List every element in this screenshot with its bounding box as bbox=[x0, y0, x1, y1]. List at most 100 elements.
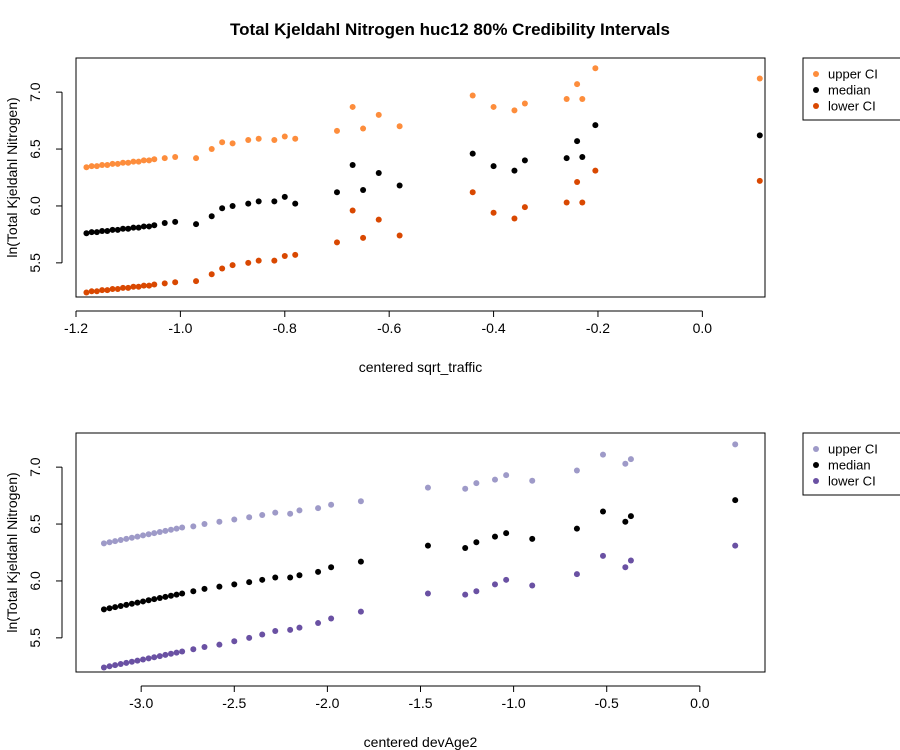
data-point bbox=[375, 216, 382, 223]
data-point bbox=[349, 207, 356, 214]
data-point bbox=[162, 527, 169, 534]
data-point bbox=[491, 476, 498, 483]
data-point bbox=[245, 136, 252, 143]
data-point bbox=[140, 157, 147, 164]
data-point bbox=[396, 123, 403, 130]
data-point bbox=[622, 460, 629, 467]
data-point bbox=[490, 103, 497, 110]
data-point bbox=[128, 600, 135, 607]
panel-devage: -3.0 -2.5 -2.0 -1.5 -1.0 -0.5 0.0 5.5 6.0 6.5 7.0 c… bbox=[4, 432, 900, 750]
data-point bbox=[255, 135, 262, 142]
data-point bbox=[396, 182, 403, 189]
data-point bbox=[360, 234, 367, 241]
data-point bbox=[100, 606, 107, 613]
data-point bbox=[112, 662, 119, 669]
data-point bbox=[574, 138, 581, 145]
chart-title: Total Kjeldahl Nitrogen huc12 80% Credib… bbox=[230, 20, 670, 39]
data-point bbox=[292, 135, 299, 142]
x-tick-label: -2.5 bbox=[222, 695, 246, 711]
data-point bbox=[135, 158, 142, 165]
data-point bbox=[424, 484, 431, 491]
legend-marker bbox=[813, 71, 819, 77]
data-point bbox=[259, 576, 266, 583]
data-point bbox=[167, 650, 174, 657]
data-point bbox=[469, 92, 476, 99]
data-point bbox=[145, 597, 152, 604]
y-tick-label: 6.0 bbox=[27, 196, 43, 216]
data-point bbox=[272, 509, 279, 516]
data-point bbox=[511, 215, 518, 222]
data-point bbox=[315, 505, 322, 512]
legend-marker bbox=[813, 87, 819, 93]
data-point bbox=[375, 111, 382, 118]
data-point bbox=[109, 286, 116, 293]
data-point bbox=[140, 532, 147, 539]
data-point bbox=[117, 602, 124, 609]
data-point bbox=[246, 579, 253, 586]
legend-marker bbox=[813, 478, 819, 484]
data-point bbox=[161, 280, 168, 287]
data-point bbox=[156, 653, 163, 660]
data-point bbox=[315, 620, 322, 627]
data-point bbox=[627, 456, 634, 463]
data-point bbox=[469, 189, 476, 196]
data-point bbox=[599, 552, 606, 559]
data-point bbox=[99, 287, 106, 294]
data-point bbox=[503, 472, 510, 479]
data-point bbox=[109, 226, 116, 233]
legend-marker bbox=[813, 103, 819, 109]
data-point bbox=[201, 585, 208, 592]
data-point bbox=[296, 624, 303, 631]
data-point bbox=[229, 262, 236, 269]
data-point bbox=[622, 564, 629, 571]
x-tick-label: -0.2 bbox=[586, 320, 610, 336]
data-point bbox=[109, 160, 116, 167]
series-median bbox=[83, 122, 763, 237]
data-point bbox=[208, 146, 215, 153]
data-point bbox=[99, 227, 106, 234]
x-tick-label: 0.0 bbox=[690, 695, 710, 711]
data-point bbox=[106, 605, 113, 612]
data-point bbox=[592, 65, 599, 72]
data-point bbox=[112, 538, 119, 545]
data-point bbox=[162, 593, 169, 600]
data-point bbox=[145, 531, 152, 538]
x-tick-label: -1.2 bbox=[64, 320, 88, 336]
data-point bbox=[255, 257, 262, 264]
data-point bbox=[627, 557, 634, 564]
data-point bbox=[573, 571, 580, 578]
data-point bbox=[190, 588, 197, 595]
y-tick-label: 6.5 bbox=[27, 514, 43, 534]
data-point bbox=[573, 525, 580, 532]
x-tick-label: -2.0 bbox=[315, 695, 339, 711]
data-point bbox=[167, 526, 174, 533]
data-point bbox=[592, 122, 599, 129]
data-point bbox=[375, 169, 382, 176]
series-lower-ci bbox=[83, 167, 763, 296]
data-point bbox=[573, 467, 580, 474]
data-point bbox=[106, 539, 113, 546]
data-point bbox=[563, 199, 570, 206]
data-point bbox=[349, 103, 356, 110]
data-point bbox=[93, 288, 100, 295]
data-point bbox=[271, 257, 278, 264]
data-point bbox=[246, 514, 253, 521]
data-point bbox=[114, 160, 121, 167]
data-point bbox=[272, 628, 279, 635]
data-point bbox=[511, 167, 518, 174]
data-point bbox=[360, 125, 367, 132]
data-point bbox=[173, 649, 180, 656]
data-point bbox=[104, 287, 111, 294]
legend-box bbox=[802, 432, 900, 496]
data-point bbox=[563, 155, 570, 162]
data-point bbox=[231, 581, 238, 588]
series-lower-ci bbox=[100, 542, 739, 671]
data-point bbox=[125, 225, 132, 232]
data-point bbox=[574, 81, 581, 88]
data-point bbox=[462, 485, 469, 492]
data-point bbox=[259, 511, 266, 518]
data-point bbox=[246, 634, 253, 641]
data-point bbox=[563, 95, 570, 102]
data-point bbox=[201, 643, 208, 650]
